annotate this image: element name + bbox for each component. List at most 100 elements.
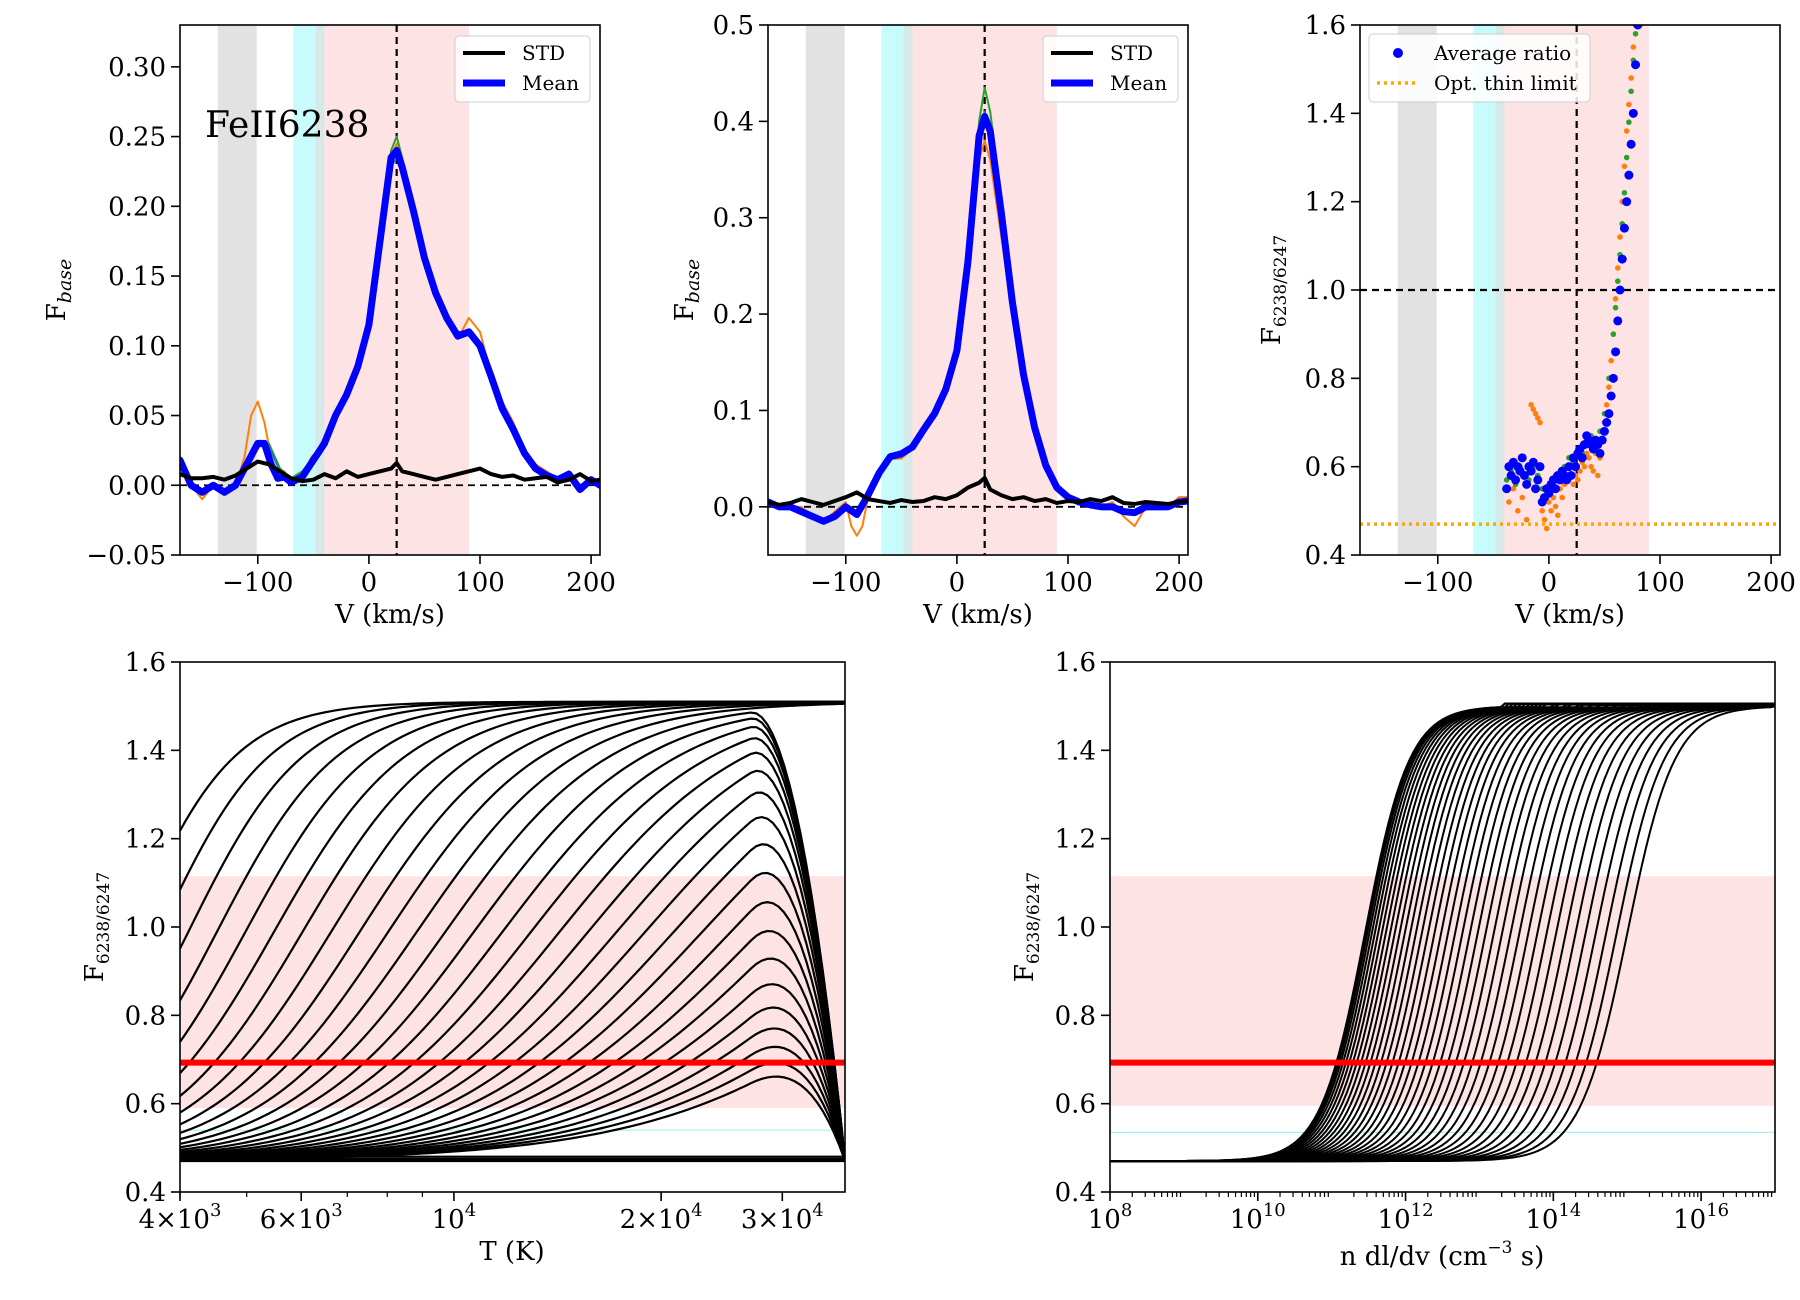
- scatter-point-average-ratio: [1631, 60, 1641, 70]
- scatter-point-average-ratio: [1535, 462, 1545, 472]
- chart-panel-profile-2: −100 0 100 200 0.00.10.20.30.40.5 V (km/s) …: [670, 11, 1204, 630]
- x-tick-label: −100: [1402, 568, 1473, 598]
- chart-panel-feii6238-profile: −100 0 100 200 −0.05 0.00 0.05 0.10 0.15 0.20 0.2…: [42, 24, 616, 630]
- scatter-point-orange: [1539, 508, 1546, 514]
- scatter-point-average-ratio: [1624, 170, 1634, 180]
- scatter-point-orange: [1506, 499, 1512, 505]
- model-curve: [180, 791, 845, 1161]
- scatter-point-orange: [1630, 44, 1637, 50]
- y-axis-label: F6238/6247: [80, 872, 114, 982]
- model-curve: [180, 711, 845, 1160]
- chart-panel-ratio-vs-temperature: 4×103 6×103 104 2×104 3×104 0.4 0.6 0.8 1.0 1.2 1…: [80, 648, 846, 1267]
- y-tick-label: 1.6: [1305, 11, 1346, 41]
- x-tick-label: 1016: [1673, 1200, 1729, 1235]
- scatter-point-orange: [1606, 384, 1612, 390]
- scatter-point-average-ratio: [1626, 139, 1636, 149]
- model-curve: [180, 769, 845, 1160]
- legend: STD Mean: [454, 35, 591, 103]
- y-tick-label: 1.4: [1305, 99, 1346, 129]
- y-tick-label: 0.1: [713, 396, 754, 426]
- scatter-point-average-ratio: [1615, 285, 1625, 295]
- y-axis-label: Fbase: [670, 259, 704, 322]
- shaded-velocity-band-1: [293, 25, 316, 555]
- y-tick-label: 1.0: [1305, 276, 1346, 306]
- scatter-point-green: [1623, 154, 1630, 161]
- y-tick-label: 0.25: [108, 123, 166, 153]
- scatter-point-orange: [1559, 494, 1566, 501]
- scatter-point-average-ratio: [1602, 418, 1612, 427]
- y-tick-label: 0.20: [108, 192, 166, 222]
- x-tick-label: 3×104: [741, 1200, 824, 1235]
- scatter-point-average-ratio: [1511, 475, 1521, 485]
- x-tick-label: 100: [1635, 568, 1685, 598]
- scatter-point-average-ratio: [1519, 471, 1529, 480]
- legend-mean-label: Mean: [522, 71, 579, 95]
- scatter-point-orange: [1543, 525, 1550, 532]
- y-tick-label: 0.00: [108, 471, 166, 501]
- scatter-point-average-ratio: [1522, 479, 1532, 489]
- scatter-point-average-ratio: [1633, 25, 1643, 30]
- scatter-point-average-ratio: [1502, 484, 1512, 494]
- y-tick-label: 0.4: [1305, 541, 1346, 571]
- scatter-point-average-ratio: [1628, 108, 1638, 118]
- y-tick-label: 0.6: [1055, 1090, 1096, 1120]
- x-tick-label: 0: [949, 568, 966, 598]
- shaded-velocity-band-1: [881, 25, 904, 555]
- y-tick-label: 1.4: [1055, 736, 1096, 766]
- plot-frame: [767, 24, 1189, 556]
- series-line-std: [180, 459, 600, 485]
- y-tick-label: 0.8: [1305, 364, 1346, 394]
- y-tick-label: 0.2: [713, 300, 754, 330]
- model-curve: [180, 702, 845, 1141]
- observed-ratio-band: [180, 876, 845, 1109]
- y-tick-label: 1.6: [1055, 648, 1096, 678]
- scatter-point-green: [1628, 88, 1634, 95]
- legend-mean-label: Mean: [1110, 71, 1167, 95]
- x-tick-label: −100: [222, 568, 293, 598]
- scatter-point-average-ratio: [1577, 453, 1587, 463]
- x-tick-label: −100: [810, 568, 881, 598]
- chart-panel-ratio-vs-velocity: −100 0 100 200 0.4 0.6 0.8 1.0 1.2 1.4 1.6 V (km/…: [1257, 11, 1796, 630]
- x-tick-label: 200: [1154, 568, 1204, 598]
- scatter-point-orange: [1523, 516, 1530, 523]
- x-tick-label: 1014: [1525, 1200, 1581, 1235]
- y-tick-label: 0.6: [125, 1090, 166, 1120]
- y-tick-label: 1.6: [125, 648, 166, 678]
- y-tick-label: 0.4: [713, 107, 754, 137]
- scatter-point-orange: [1570, 481, 1577, 488]
- scatter-point-orange: [1608, 357, 1614, 364]
- model-curve: [180, 843, 845, 1161]
- legend-average-ratio-marker: [1393, 48, 1403, 58]
- x-tick-label: 104: [432, 1200, 477, 1235]
- y-tick-label: 1.0: [1055, 913, 1096, 943]
- model-curve: [180, 751, 845, 1160]
- scatter-point-orange: [1614, 265, 1621, 271]
- x-tick-label: 200: [566, 568, 616, 598]
- y-tick-label: 0.4: [125, 1178, 166, 1208]
- scatter-point-orange: [1590, 468, 1597, 474]
- y-tick-label: 1.2: [125, 825, 166, 855]
- y-tick-label: 0.5: [713, 11, 754, 41]
- series-line-mean: [180, 147, 600, 496]
- scatter-point-orange: [1588, 463, 1594, 470]
- scatter-point-average-ratio: [1622, 197, 1632, 207]
- scatter-point-orange: [1528, 402, 1534, 408]
- shaded-velocity-band-2: [315, 25, 325, 555]
- scatter-point-orange: [1626, 101, 1632, 108]
- x-tick-label: 100: [1043, 568, 1093, 598]
- scatter-point-green: [1621, 190, 1628, 196]
- x-tick-label: 6×103: [260, 1200, 343, 1235]
- shaded-velocity-band-0: [805, 25, 845, 555]
- x-axis-label: V (km/s): [922, 600, 1033, 630]
- scatter-point-green: [1614, 278, 1621, 284]
- y-axis-label: Fbase: [42, 259, 76, 322]
- scatter-point-average-ratio: [1528, 457, 1538, 467]
- scatter-point-average-ratio: [1608, 373, 1618, 383]
- x-axis-label: V (km/s): [334, 600, 445, 630]
- y-tick-label: 0.8: [1055, 1001, 1096, 1031]
- scatter-point-orange: [1574, 477, 1581, 483]
- y-axis-label: F6238/6247: [1257, 235, 1291, 345]
- x-axis-label: V (km/s): [1514, 600, 1625, 630]
- x-tick-label: 1012: [1378, 1200, 1434, 1235]
